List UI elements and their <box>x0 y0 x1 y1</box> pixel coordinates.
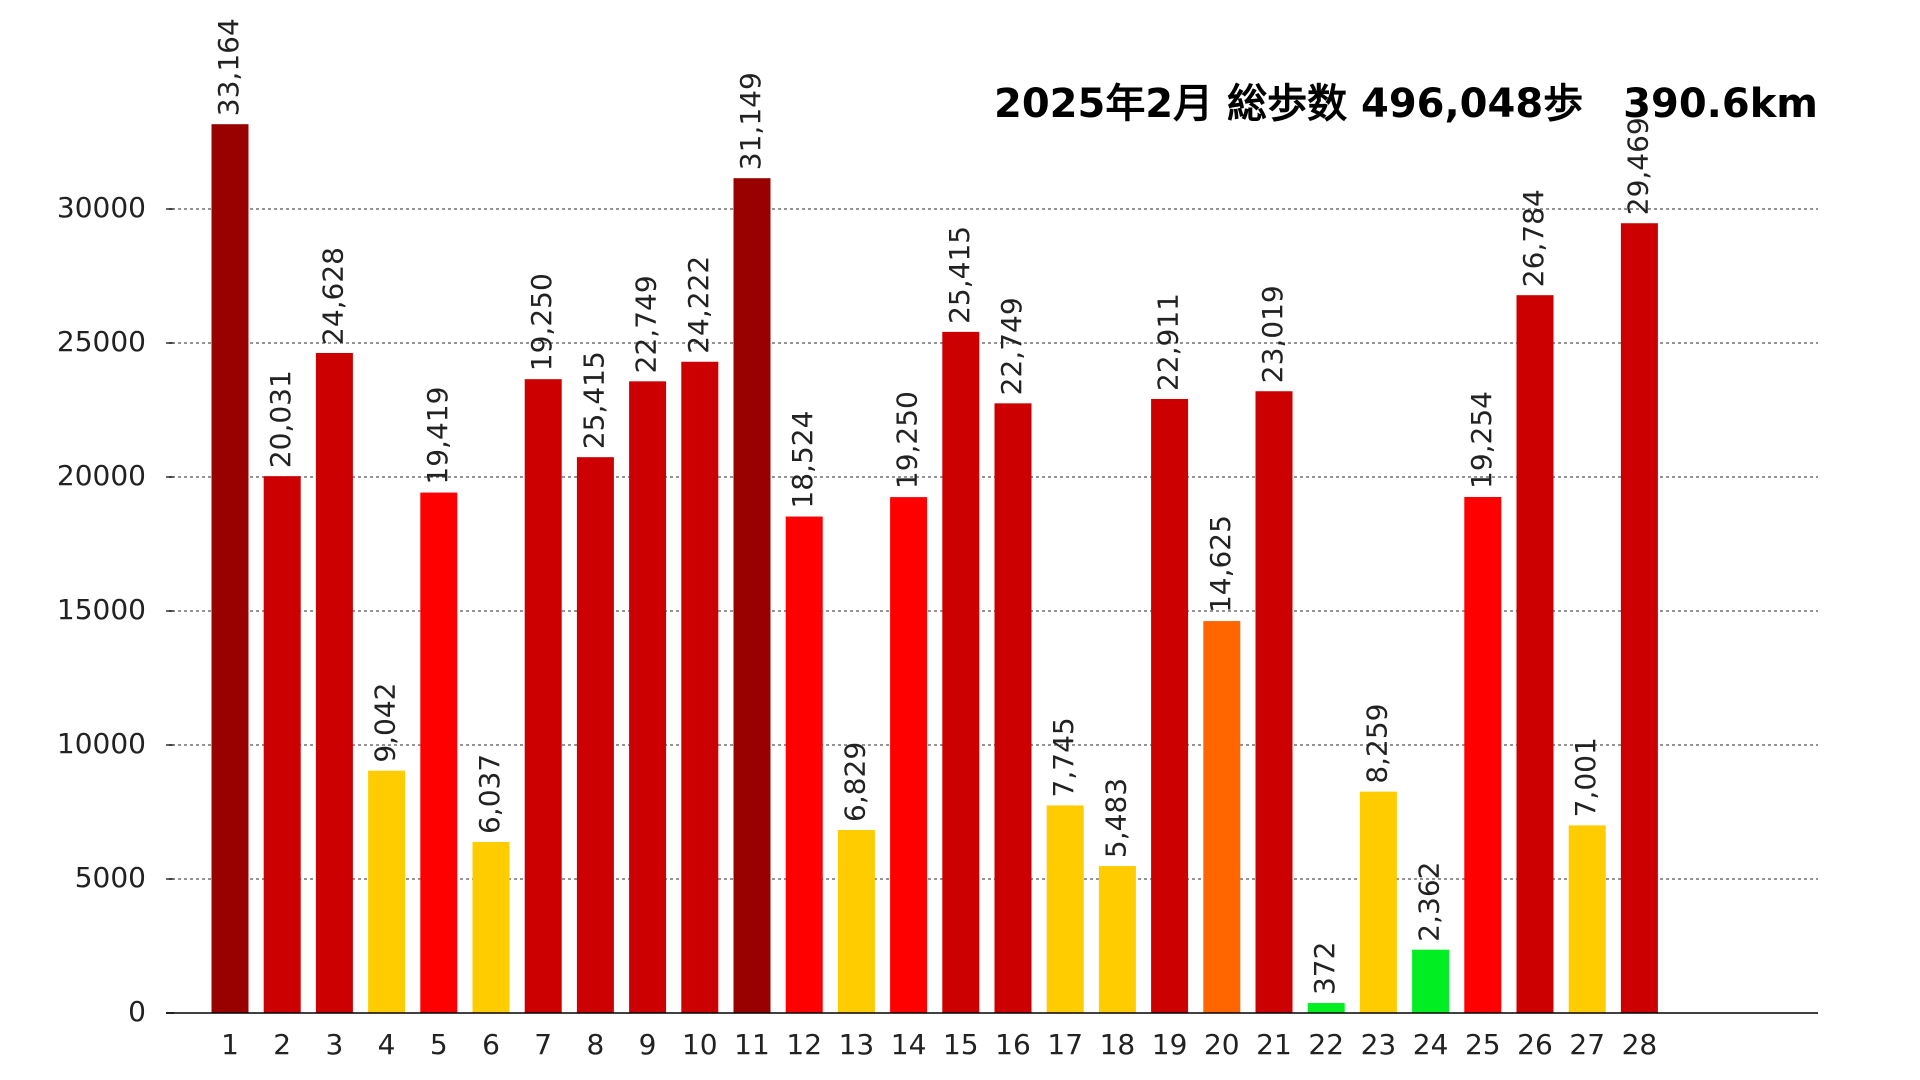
bar <box>994 403 1032 1014</box>
data-label: 29,469 <box>1621 117 1654 215</box>
data-label: 24,628 <box>316 247 349 345</box>
y-tick-label: 25000 <box>57 325 146 358</box>
data-label: 19,254 <box>1465 391 1498 489</box>
data-label: 23,019 <box>1256 285 1289 383</box>
x-tick-label: 18 <box>1100 1028 1136 1061</box>
bar <box>420 492 458 1013</box>
bar <box>681 361 719 1013</box>
data-label: 20,031 <box>264 370 297 468</box>
x-tick-label: 9 <box>639 1028 657 1061</box>
x-tick-label: 3 <box>325 1028 343 1061</box>
x-tick-label: 7 <box>534 1028 552 1061</box>
x-tick-label: 5 <box>430 1028 448 1061</box>
x-tick-label: 28 <box>1622 1028 1658 1061</box>
x-tick-label: 22 <box>1308 1028 1344 1061</box>
bar <box>211 124 249 1013</box>
x-tick-label: 23 <box>1361 1028 1397 1061</box>
bar <box>1098 866 1136 1013</box>
data-label: 7,745 <box>1047 717 1080 797</box>
x-tick-label: 27 <box>1569 1028 1605 1061</box>
bar <box>368 770 406 1013</box>
bar <box>1203 621 1241 1013</box>
bar <box>263 476 301 1013</box>
data-label: 22,749 <box>995 297 1028 395</box>
data-label: 8,259 <box>1360 703 1393 783</box>
bar <box>1464 496 1502 1013</box>
x-tick-label: 26 <box>1517 1028 1553 1061</box>
data-label: 25,415 <box>577 351 610 449</box>
x-tick-label: 20 <box>1204 1028 1240 1061</box>
bar <box>890 497 928 1014</box>
x-tick-label: 19 <box>1152 1028 1188 1061</box>
bar <box>733 178 771 1014</box>
data-label: 31,149 <box>734 72 767 170</box>
data-label: 2,362 <box>1413 862 1446 942</box>
data-label: 9,042 <box>369 683 402 763</box>
y-tick-label: 15000 <box>57 593 146 626</box>
bar <box>1568 825 1606 1013</box>
bar <box>472 842 510 1013</box>
data-label: 7,001 <box>1569 737 1602 817</box>
x-tick-label: 8 <box>586 1028 604 1061</box>
x-tick-label: 12 <box>786 1028 822 1061</box>
x-tick-label: 6 <box>482 1028 500 1061</box>
bar <box>837 829 875 1013</box>
chart-title: 2025年2月 総歩数 496,048歩 390.6km <box>994 81 1818 127</box>
bar <box>576 457 614 1014</box>
x-tick-label: 14 <box>891 1028 927 1061</box>
bar <box>1359 791 1397 1013</box>
data-label: 26,784 <box>1517 189 1550 287</box>
x-tick-label: 2 <box>273 1028 291 1061</box>
bar <box>1151 398 1189 1013</box>
data-label: 6,037 <box>473 754 506 834</box>
bar <box>942 331 980 1013</box>
x-tick-label: 24 <box>1413 1028 1449 1061</box>
data-label: 24,222 <box>682 256 715 354</box>
bar <box>1046 805 1084 1013</box>
bar <box>629 381 667 1014</box>
y-tick-label: 0 <box>128 995 146 1028</box>
data-label: 33,164 <box>212 18 245 116</box>
y-tick-label: 5000 <box>75 861 146 894</box>
x-tick-label: 10 <box>682 1028 718 1061</box>
data-label: 5,483 <box>1099 778 1132 858</box>
x-tick-label: 25 <box>1465 1028 1501 1061</box>
data-label: 6,829 <box>838 742 871 822</box>
data-label: 19,419 <box>421 387 454 485</box>
data-label: 372 <box>1308 942 1341 995</box>
bar <box>315 352 353 1013</box>
bar <box>1307 1003 1345 1013</box>
y-tick-label: 30000 <box>57 191 146 224</box>
bar <box>1620 223 1658 1013</box>
x-tick-label: 13 <box>839 1028 875 1061</box>
data-label: 19,250 <box>891 391 924 489</box>
bar <box>1412 949 1450 1013</box>
data-label: 25,415 <box>943 226 976 324</box>
x-tick-label: 11 <box>734 1028 770 1061</box>
y-tick-label: 20000 <box>57 459 146 492</box>
x-tick-label: 16 <box>995 1028 1031 1061</box>
x-tick-label: 15 <box>943 1028 979 1061</box>
data-label: 22,749 <box>630 275 663 373</box>
bar <box>1255 391 1293 1013</box>
data-label: 18,524 <box>786 411 819 509</box>
bar <box>1516 295 1554 1013</box>
bar <box>524 379 562 1013</box>
x-tick-label: 4 <box>378 1028 396 1061</box>
data-label: 14,625 <box>1204 515 1237 613</box>
x-tick-label: 17 <box>1047 1028 1083 1061</box>
x-tick-label: 21 <box>1256 1028 1292 1061</box>
data-label: 19,250 <box>525 273 558 371</box>
y-tick-label: 10000 <box>57 727 146 760</box>
x-tick-label: 1 <box>221 1028 239 1061</box>
data-label: 22,911 <box>1152 293 1185 391</box>
bar <box>785 516 823 1013</box>
